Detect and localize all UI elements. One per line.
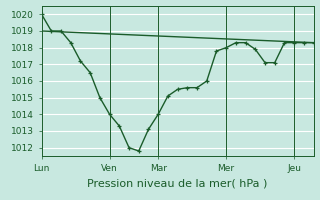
X-axis label: Pression niveau de la mer( hPa ): Pression niveau de la mer( hPa ) — [87, 178, 268, 188]
